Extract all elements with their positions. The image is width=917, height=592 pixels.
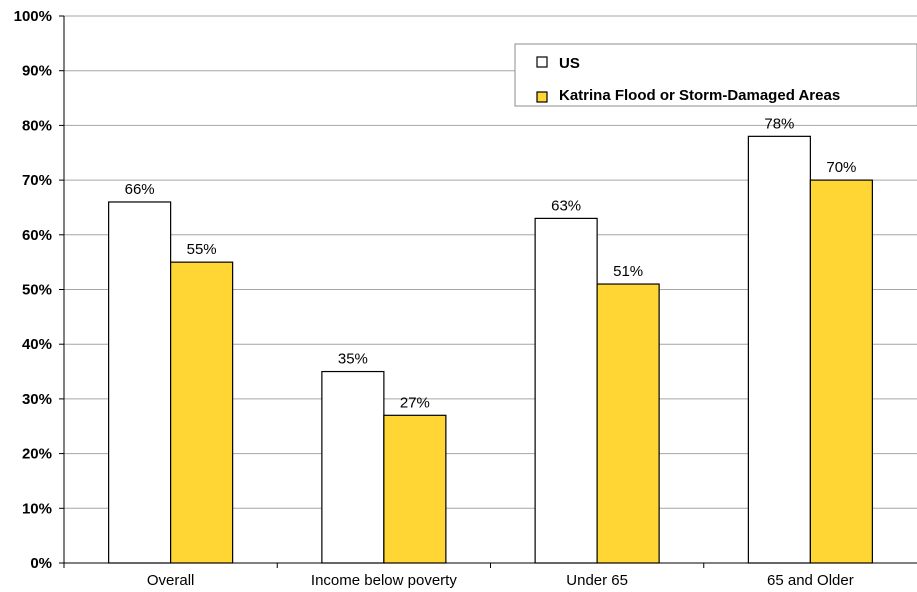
y-tick-label: 60% bbox=[22, 227, 52, 244]
x-tick-label: 65 and Older bbox=[767, 572, 854, 589]
data-label: 78% bbox=[764, 115, 794, 132]
y-tick-label: 40% bbox=[22, 336, 52, 353]
legend-swatch bbox=[537, 92, 547, 102]
y-tick-label: 80% bbox=[22, 117, 52, 134]
y-axis-ticks: 0% 10% 20% 30% 40% 50% 60% 70% 80% 90% 100% bbox=[14, 8, 64, 572]
bar-us bbox=[535, 218, 597, 563]
y-tick-label: 10% bbox=[22, 500, 52, 517]
data-labels: 66% 55% 35% 27% 63% 51% 78% 70% bbox=[125, 115, 857, 411]
x-tick-label: Income below poverty bbox=[311, 572, 457, 589]
y-tick-label: 0% bbox=[30, 555, 52, 572]
legend-swatch bbox=[537, 57, 547, 67]
y-tick-label: 50% bbox=[22, 282, 52, 299]
x-tick-label: Overall bbox=[147, 572, 195, 589]
data-label: 63% bbox=[551, 197, 581, 214]
data-label: 35% bbox=[338, 351, 368, 368]
data-label: 66% bbox=[125, 181, 155, 198]
bar-katrina bbox=[597, 284, 659, 563]
bar-katrina bbox=[384, 415, 446, 563]
x-tick-label: Under 65 bbox=[566, 572, 628, 589]
bar-katrina bbox=[171, 262, 233, 563]
bars bbox=[109, 136, 873, 563]
data-label: 51% bbox=[613, 263, 643, 280]
y-tick-label: 30% bbox=[22, 391, 52, 408]
bar-katrina bbox=[810, 180, 872, 563]
legend: US Katrina Flood or Storm-Damaged Areas bbox=[515, 44, 917, 106]
data-label: 70% bbox=[826, 159, 856, 176]
bar-us bbox=[322, 372, 384, 563]
x-axis-ticks: Overall Income below poverty Under 65 65 an… bbox=[64, 563, 854, 589]
y-tick-label: 100% bbox=[14, 8, 52, 25]
legend-label: Katrina Flood or Storm-Damaged Areas bbox=[559, 87, 840, 104]
y-tick-label: 90% bbox=[22, 63, 52, 80]
y-tick-label: 20% bbox=[22, 446, 52, 463]
data-label: 55% bbox=[187, 241, 217, 258]
data-label: 27% bbox=[400, 394, 430, 411]
legend-label: US bbox=[559, 55, 580, 72]
bar-us bbox=[109, 202, 171, 563]
bar-us bbox=[748, 136, 810, 563]
y-tick-label: 70% bbox=[22, 172, 52, 189]
